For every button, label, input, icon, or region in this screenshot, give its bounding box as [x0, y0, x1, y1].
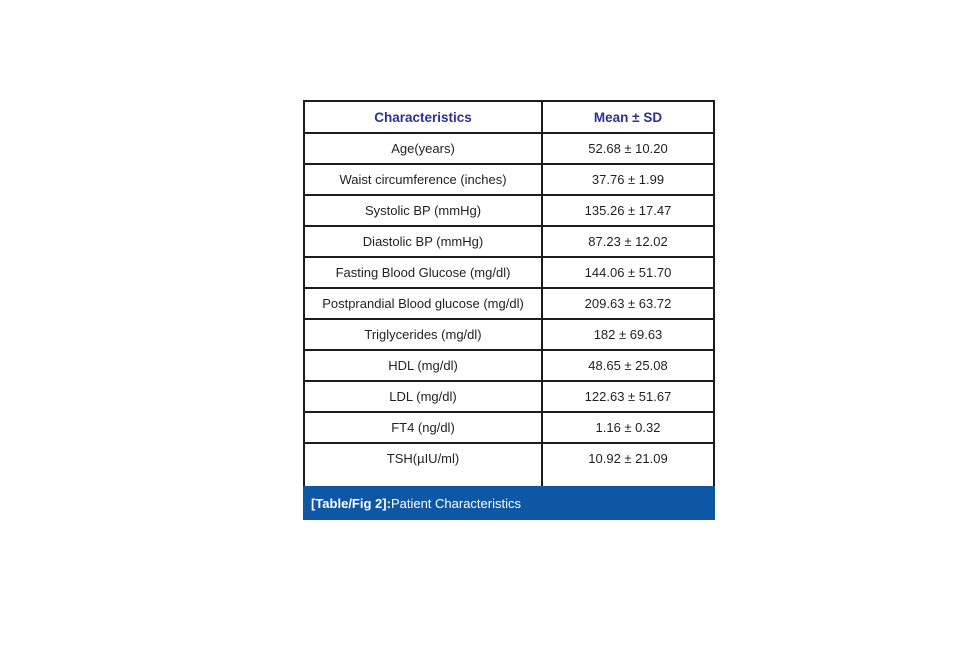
table-caption-bar: [Table/Fig 2]: Patient Characteristics: [303, 486, 715, 520]
value-cell: 182 ± 69.63: [542, 319, 713, 351]
characteristic-cell: TSH(µIU/ml): [305, 443, 543, 486]
characteristic-cell: Diastolic BP (mmHg): [305, 226, 543, 258]
value-cell: 135.26 ± 17.47: [542, 195, 713, 227]
table-figure: Characteristics Mean ± SD Age(years) 52.…: [303, 100, 715, 520]
header-row: Characteristics Mean ± SD: [305, 102, 713, 134]
value-cell: 122.63 ± 51.67: [542, 381, 713, 413]
value-cell: 10.92 ± 21.09: [588, 451, 668, 466]
table-row: HDL (mg/dl) 48.65 ± 25.08: [305, 350, 713, 382]
caption-text: Patient Characteristics: [390, 495, 521, 511]
table-row: Diastolic BP (mmHg) 87.23 ± 12.02: [305, 226, 713, 258]
characteristic-cell: Waist circumference (inches): [305, 164, 543, 196]
characteristic-cell: LDL (mg/dl): [305, 381, 543, 413]
caption-label: [Table/Fig 2]:: [311, 495, 391, 511]
characteristic-cell: Postprandial Blood glucose (mg/dl): [305, 288, 543, 320]
value-cell: 37.76 ± 1.99: [542, 164, 713, 196]
value-cell: 1.16 ± 0.32: [542, 412, 713, 444]
table-row: Waist circumference (inches) 37.76 ± 1.9…: [305, 164, 713, 196]
value-cell: 209.63 ± 63.72: [542, 288, 713, 320]
characteristic-cell: HDL (mg/dl): [305, 350, 543, 382]
table-row: Age(years) 52.68 ± 10.20: [305, 133, 713, 165]
characteristic-cell: Triglycerides (mg/dl): [305, 319, 543, 351]
data-table: Characteristics Mean ± SD Age(years) 52.…: [305, 102, 713, 486]
table-row: TSH(µIU/ml) 10.92 ± 21.09: [305, 443, 713, 486]
characteristic-cell: Systolic BP (mmHg): [305, 195, 543, 227]
table-row: Systolic BP (mmHg) 135.26 ± 17.47: [305, 195, 713, 227]
characteristic-cell: FT4 (ng/dl): [305, 412, 543, 444]
table-row: Triglycerides (mg/dl) 182 ± 69.63: [305, 319, 713, 351]
value-cell: 48.65 ± 25.08: [542, 350, 713, 382]
value-cell: 87.23 ± 12.02: [542, 226, 713, 258]
table-row: Postprandial Blood glucose (mg/dl) 209.6…: [305, 288, 713, 320]
column-header-mean-sd: Mean ± SD: [542, 102, 713, 134]
value-cell: 52.68 ± 10.20: [542, 133, 713, 165]
table-row: FT4 (ng/dl) 1.16 ± 0.32: [305, 412, 713, 444]
table-row: LDL (mg/dl) 122.63 ± 51.67: [305, 381, 713, 413]
column-header-characteristics: Characteristics: [305, 102, 543, 134]
patient-characteristics-table: Characteristics Mean ± SD Age(years) 52.…: [303, 100, 715, 486]
table-row: Fasting Blood Glucose (mg/dl) 144.06 ± 5…: [305, 257, 713, 289]
characteristic-cell: Fasting Blood Glucose (mg/dl): [305, 257, 543, 289]
value-cell: 144.06 ± 51.70: [542, 257, 713, 289]
characteristic-cell: Age(years): [305, 133, 543, 165]
